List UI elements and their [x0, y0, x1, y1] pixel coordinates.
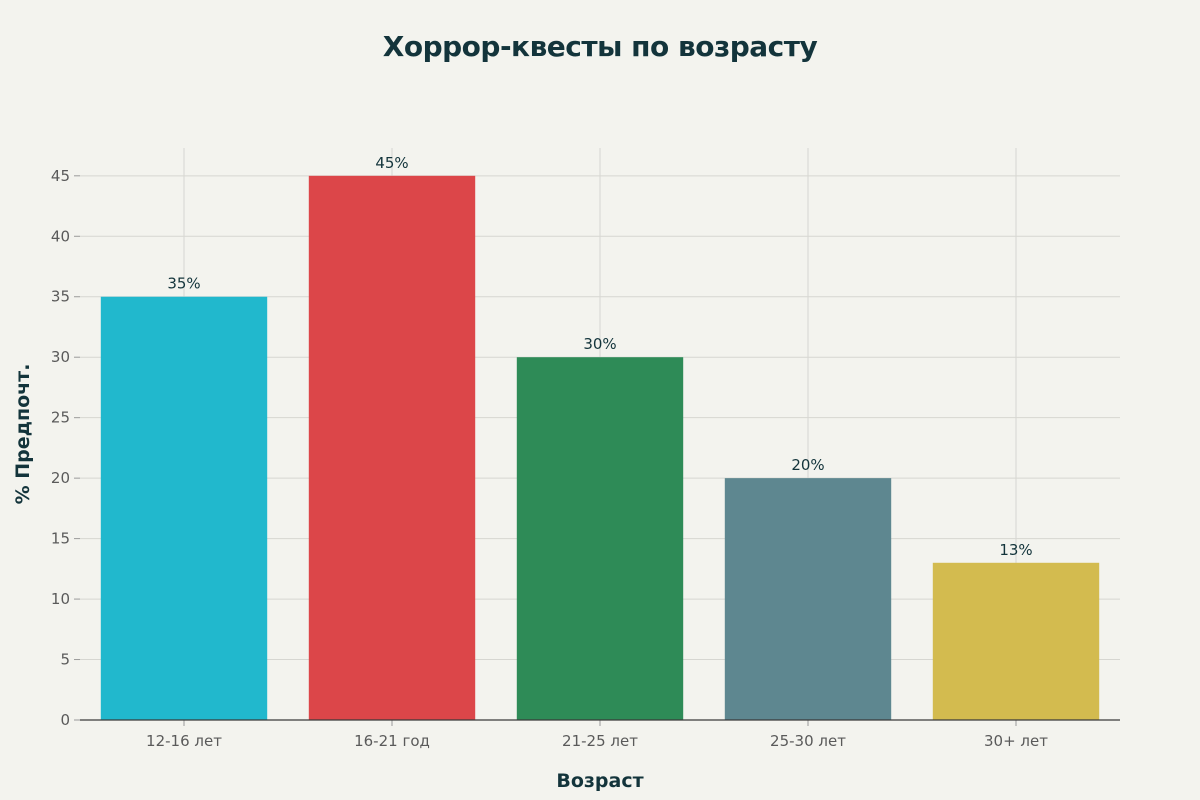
- x-tick-label: 16-21 год: [354, 732, 430, 750]
- bar: [308, 175, 476, 720]
- bar: [932, 562, 1100, 720]
- x-tick-label: 12-16 лет: [146, 732, 222, 750]
- bar-value-label: 35%: [167, 275, 200, 293]
- bars: [100, 175, 1100, 720]
- y-tick-label: 30: [51, 348, 70, 366]
- bar-value-label: 20%: [791, 456, 824, 474]
- y-tick-label: 20: [51, 469, 70, 487]
- axes: [74, 175, 1120, 726]
- y-tick-label: 15: [51, 530, 70, 548]
- x-tick-label: 21-25 лет: [562, 732, 638, 750]
- bar: [724, 478, 892, 720]
- y-tick-label: 40: [51, 227, 70, 245]
- labels: 0 5 10 15 20 25 30 35 40 45 35% 12-16 лет 45% 16-21 г…: [51, 154, 1048, 750]
- x-axis-title: Возраст: [556, 770, 643, 792]
- y-tick-label: 35: [51, 288, 70, 306]
- x-tick-label: 25-30 лет: [770, 732, 846, 750]
- chart-title: Хоррор-квесты по возрасту: [382, 30, 818, 63]
- y-tick-label: 25: [51, 409, 70, 427]
- y-tick-label: 0: [60, 711, 70, 729]
- bar: [100, 296, 268, 720]
- bar-value-label: 45%: [375, 154, 408, 172]
- x-tick-label: 30+ лет: [984, 732, 1048, 750]
- y-tick-label: 45: [51, 167, 70, 185]
- y-tick-label: 5: [60, 651, 70, 669]
- bar-value-label: 30%: [583, 335, 616, 353]
- y-axis-title: % Предпочт.: [12, 364, 34, 505]
- bar: [516, 357, 684, 720]
- y-tick-label: 10: [51, 590, 70, 608]
- bar-value-label: 13%: [999, 541, 1032, 559]
